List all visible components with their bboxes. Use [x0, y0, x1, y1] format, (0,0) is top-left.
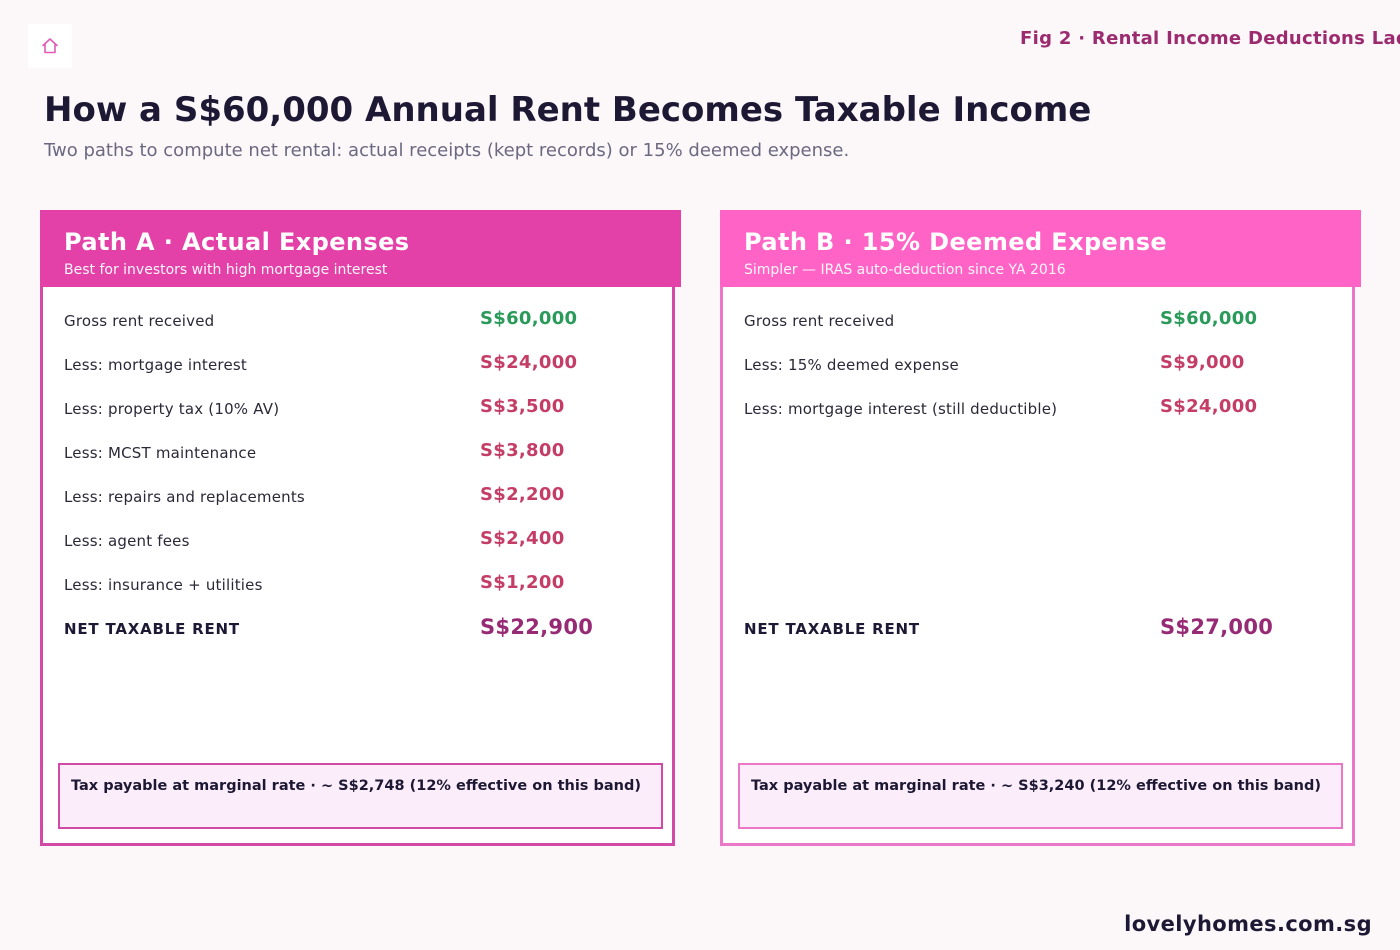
path-b-row-mortgage-interest: Less: mortgage interest (still deductibl… — [744, 394, 1324, 424]
row-value: S$3,800 — [480, 440, 565, 461]
row-label: NET TAXABLE RENT — [64, 620, 240, 638]
path-a-subtitle: Best for investors with high mortgage in… — [64, 262, 388, 278]
path-a-row-insurance-utilities: Less: insurance + utilities S$1,200 — [64, 570, 644, 600]
row-label: Less: agent fees — [64, 532, 190, 550]
path-a-row-gross-rent: Gross rent received S$60,000 — [64, 306, 644, 336]
path-a-tax-note: Tax payable at marginal rate · ~ S$2,748… — [58, 763, 663, 829]
path-b-panel: Path B · 15% Deemed Expense Simpler — IR… — [720, 210, 1361, 846]
row-value: S$9,000 — [1160, 352, 1245, 373]
row-label: Less: MCST maintenance — [64, 444, 257, 462]
house-icon — [42, 38, 58, 54]
row-value: S$3,500 — [480, 396, 565, 417]
row-value: S$2,200 — [480, 484, 565, 505]
row-value: S$27,000 — [1160, 615, 1274, 639]
path-b-subtitle: Simpler — IRAS auto-deduction since YA 2… — [744, 262, 1066, 278]
path-b-tax-note: Tax payable at marginal rate · ~ S$3,240… — [738, 763, 1343, 829]
row-label: Less: insurance + utilities — [64, 576, 263, 594]
row-value: S$22,900 — [480, 615, 594, 639]
row-label: Less: repairs and replacements — [64, 488, 305, 506]
path-a-row-mcst-maintenance: Less: MCST maintenance S$3,800 — [64, 438, 644, 468]
path-a-title: Path A · Actual Expenses — [64, 228, 410, 256]
row-label: Less: mortgage interest (still deductibl… — [744, 400, 1058, 418]
row-value: S$2,400 — [480, 528, 565, 549]
row-label: Gross rent received — [744, 312, 895, 330]
path-a-panel: Path A · Actual Expenses Best for invest… — [40, 210, 681, 846]
path-b-header: Path B · 15% Deemed Expense Simpler — IR… — [720, 210, 1361, 287]
row-label: Less: 15% deemed expense — [744, 356, 959, 374]
row-value: S$1,200 — [480, 572, 565, 593]
path-a-row-agent-fees: Less: agent fees S$2,400 — [64, 526, 644, 556]
row-value: S$24,000 — [480, 352, 578, 373]
row-value: S$24,000 — [1160, 396, 1258, 417]
row-value: S$60,000 — [1160, 308, 1258, 329]
row-value: S$60,000 — [480, 308, 578, 329]
row-label: NET TAXABLE RENT — [744, 620, 920, 638]
path-b-row-deemed-expense: Less: 15% deemed expense S$9,000 — [744, 350, 1324, 380]
path-a-row-mortgage-interest: Less: mortgage interest S$24,000 — [64, 350, 644, 380]
path-a-header: Path A · Actual Expenses Best for invest… — [40, 210, 681, 287]
row-label: Less: property tax (10% AV) — [64, 400, 280, 418]
path-a-net-taxable-rent: NET TAXABLE RENT S$22,900 — [64, 614, 644, 644]
page-title: How a S$60,000 Annual Rent Becomes Taxab… — [44, 90, 1092, 130]
path-a-row-property-tax: Less: property tax (10% AV) S$3,500 — [64, 394, 644, 424]
page-subtitle: Two paths to compute net rental: actual … — [44, 140, 850, 161]
path-b-row-gross-rent: Gross rent received S$60,000 — [744, 306, 1324, 336]
logo[interactable] — [28, 24, 72, 68]
path-a-row-repairs: Less: repairs and replacements S$2,200 — [64, 482, 644, 512]
path-b-net-taxable-rent: NET TAXABLE RENT S$27,000 — [744, 614, 1324, 644]
figure-label: Fig 2 · Rental Income Deductions Lad — [1020, 28, 1400, 49]
row-label: Less: mortgage interest — [64, 356, 247, 374]
row-label: Gross rent received — [64, 312, 215, 330]
site-name: lovelyhomes.com.sg — [1124, 912, 1372, 936]
path-b-title: Path B · 15% Deemed Expense — [744, 228, 1168, 256]
